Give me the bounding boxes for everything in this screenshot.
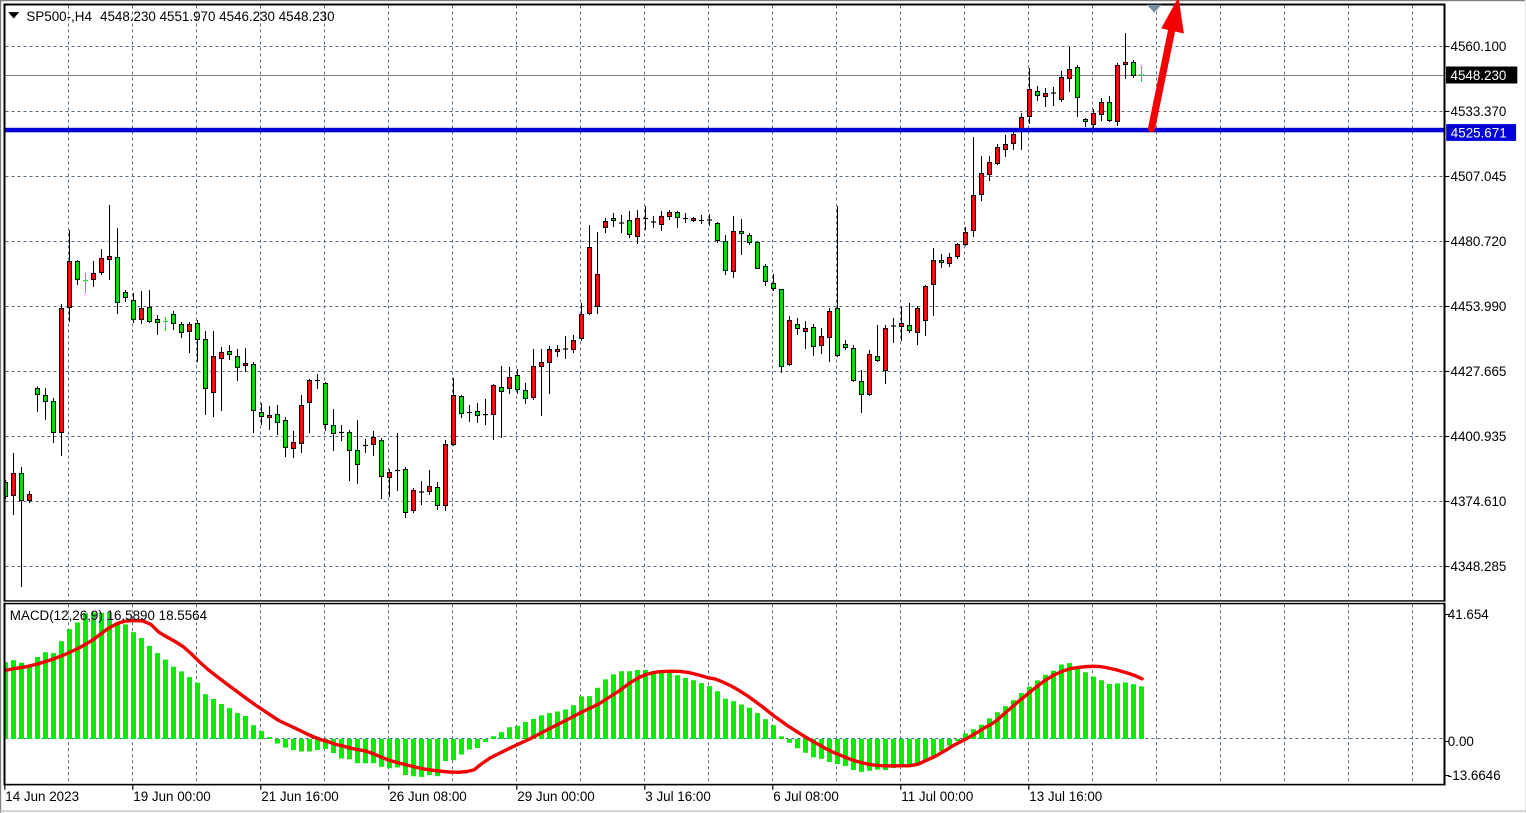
svg-text:-13.6646: -13.6646 <box>1448 768 1501 783</box>
svg-text:26 Jun 08:00: 26 Jun 08:00 <box>389 789 466 804</box>
svg-text:41.654: 41.654 <box>1448 607 1490 622</box>
svg-text:29 Jun 00:00: 29 Jun 00:00 <box>517 789 594 804</box>
svg-text:4548.230 4551.970 4546.230 454: 4548.230 4551.970 4546.230 4548.230 <box>100 9 335 24</box>
svg-text:4453.990: 4453.990 <box>1451 299 1507 314</box>
svg-text:6 Jul 08:00: 6 Jul 08:00 <box>773 789 839 804</box>
svg-text:4560.100: 4560.100 <box>1451 39 1507 54</box>
svg-text:4507.045: 4507.045 <box>1451 169 1507 184</box>
svg-text:SP500-,H4: SP500-,H4 <box>26 9 92 24</box>
svg-text:3 Jul 16:00: 3 Jul 16:00 <box>645 789 711 804</box>
svg-text:4480.720: 4480.720 <box>1451 234 1507 249</box>
svg-text:11 Jul 00:00: 11 Jul 00:00 <box>901 789 973 804</box>
svg-text:21 Jun 16:00: 21 Jun 16:00 <box>261 789 338 804</box>
svg-text:4533.370: 4533.370 <box>1451 104 1507 119</box>
svg-text:4525.671: 4525.671 <box>1451 125 1507 140</box>
svg-text:MACD(12,26,9) 16.5890 18.5564: MACD(12,26,9) 16.5890 18.5564 <box>10 608 208 623</box>
svg-text:0.00: 0.00 <box>1448 734 1474 749</box>
svg-text:4400.935: 4400.935 <box>1451 429 1507 444</box>
svg-text:4348.285: 4348.285 <box>1451 559 1507 574</box>
svg-text:19 Jun 00:00: 19 Jun 00:00 <box>133 789 210 804</box>
svg-text:4374.610: 4374.610 <box>1451 494 1507 509</box>
svg-text:4548.230: 4548.230 <box>1451 68 1507 83</box>
svg-text:13 Jul 16:00: 13 Jul 16:00 <box>1029 789 1102 804</box>
svg-text:4427.665: 4427.665 <box>1451 364 1507 379</box>
svg-text:14 Jun 2023: 14 Jun 2023 <box>5 789 79 804</box>
